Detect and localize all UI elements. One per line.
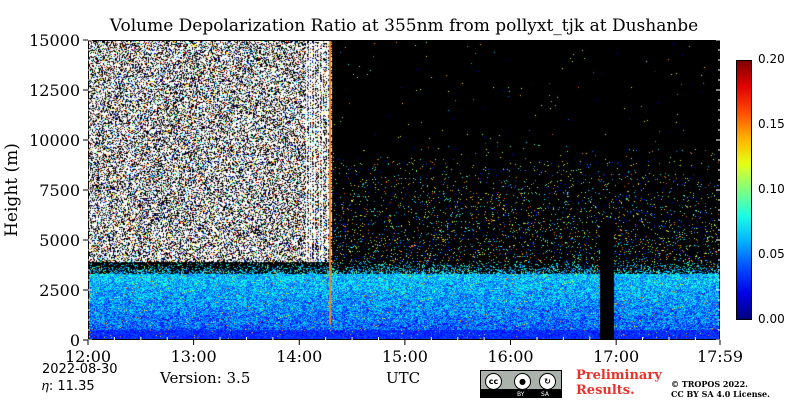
colorbar-tick-label: 0.05 xyxy=(758,247,785,261)
y-tick-label: 12500 xyxy=(29,81,80,100)
y-tick-label: 0 xyxy=(70,331,80,350)
depolarization-heatmap xyxy=(89,41,719,339)
colorbar-tick-label: 0.20 xyxy=(758,52,785,66)
axis-ticks: 0 2500 5000 7500 10000 12500 15000 12:00 13:00 14… xyxy=(29,31,743,366)
chart-title: Volume Depolarization Ratio at 355nm fro… xyxy=(109,16,699,36)
x-tick-label: 12:00 xyxy=(65,347,111,366)
copyright-line-2: CC BY SA 4.0 License. xyxy=(671,389,770,399)
colorbar-tick-label: 0.00 xyxy=(758,312,785,326)
copyright-line-1: © TROPOS 2022. xyxy=(671,379,748,389)
copyright-notice: © TROPOS 2022. CC BY SA 4.0 License. xyxy=(671,379,770,399)
colorbar-tick-label: 0.10 xyxy=(758,182,785,196)
measurement-date: 2022-08-30 xyxy=(42,362,118,377)
cc-license-badge: cc ● ↻ BY SA xyxy=(480,370,562,398)
cc-sa-text: SA xyxy=(541,391,550,398)
eta-value: 𝜂: 11.35 xyxy=(42,379,95,394)
y-tick-label: 10000 xyxy=(29,131,80,150)
y-tick-label: 7500 xyxy=(39,181,80,200)
colorbar-tick-label: 0.15 xyxy=(758,117,785,131)
preliminary-line-1: Preliminary xyxy=(576,368,662,383)
cc-icon: cc xyxy=(485,373,502,390)
y-tick-label: 5000 xyxy=(39,231,80,250)
colorbar xyxy=(736,60,752,320)
x-tick-label: 16:00 xyxy=(487,347,533,366)
plot-area xyxy=(88,40,720,340)
cc-by-text: BY xyxy=(517,391,525,398)
y-tick-label: 2500 xyxy=(39,281,80,300)
x-tick-label: 14:00 xyxy=(276,347,322,366)
by-person-icon: ● xyxy=(514,373,531,390)
preliminary-line-2: Results. xyxy=(576,383,635,398)
preliminary-notice: Preliminary Results. xyxy=(576,368,662,398)
y-tick-label: 15000 xyxy=(29,31,80,50)
version-label: Version: 3.5 xyxy=(160,369,251,387)
share-alike-icon: ↻ xyxy=(539,373,556,390)
x-tick-label: 17:00 xyxy=(593,347,639,366)
x-tick-label: 13:00 xyxy=(171,347,217,366)
x-tick-label: 15:00 xyxy=(382,347,428,366)
cc-badge-strip xyxy=(481,389,561,397)
x-axis-label: UTC xyxy=(386,369,421,387)
x-tick-label: 17:59 xyxy=(697,347,743,366)
